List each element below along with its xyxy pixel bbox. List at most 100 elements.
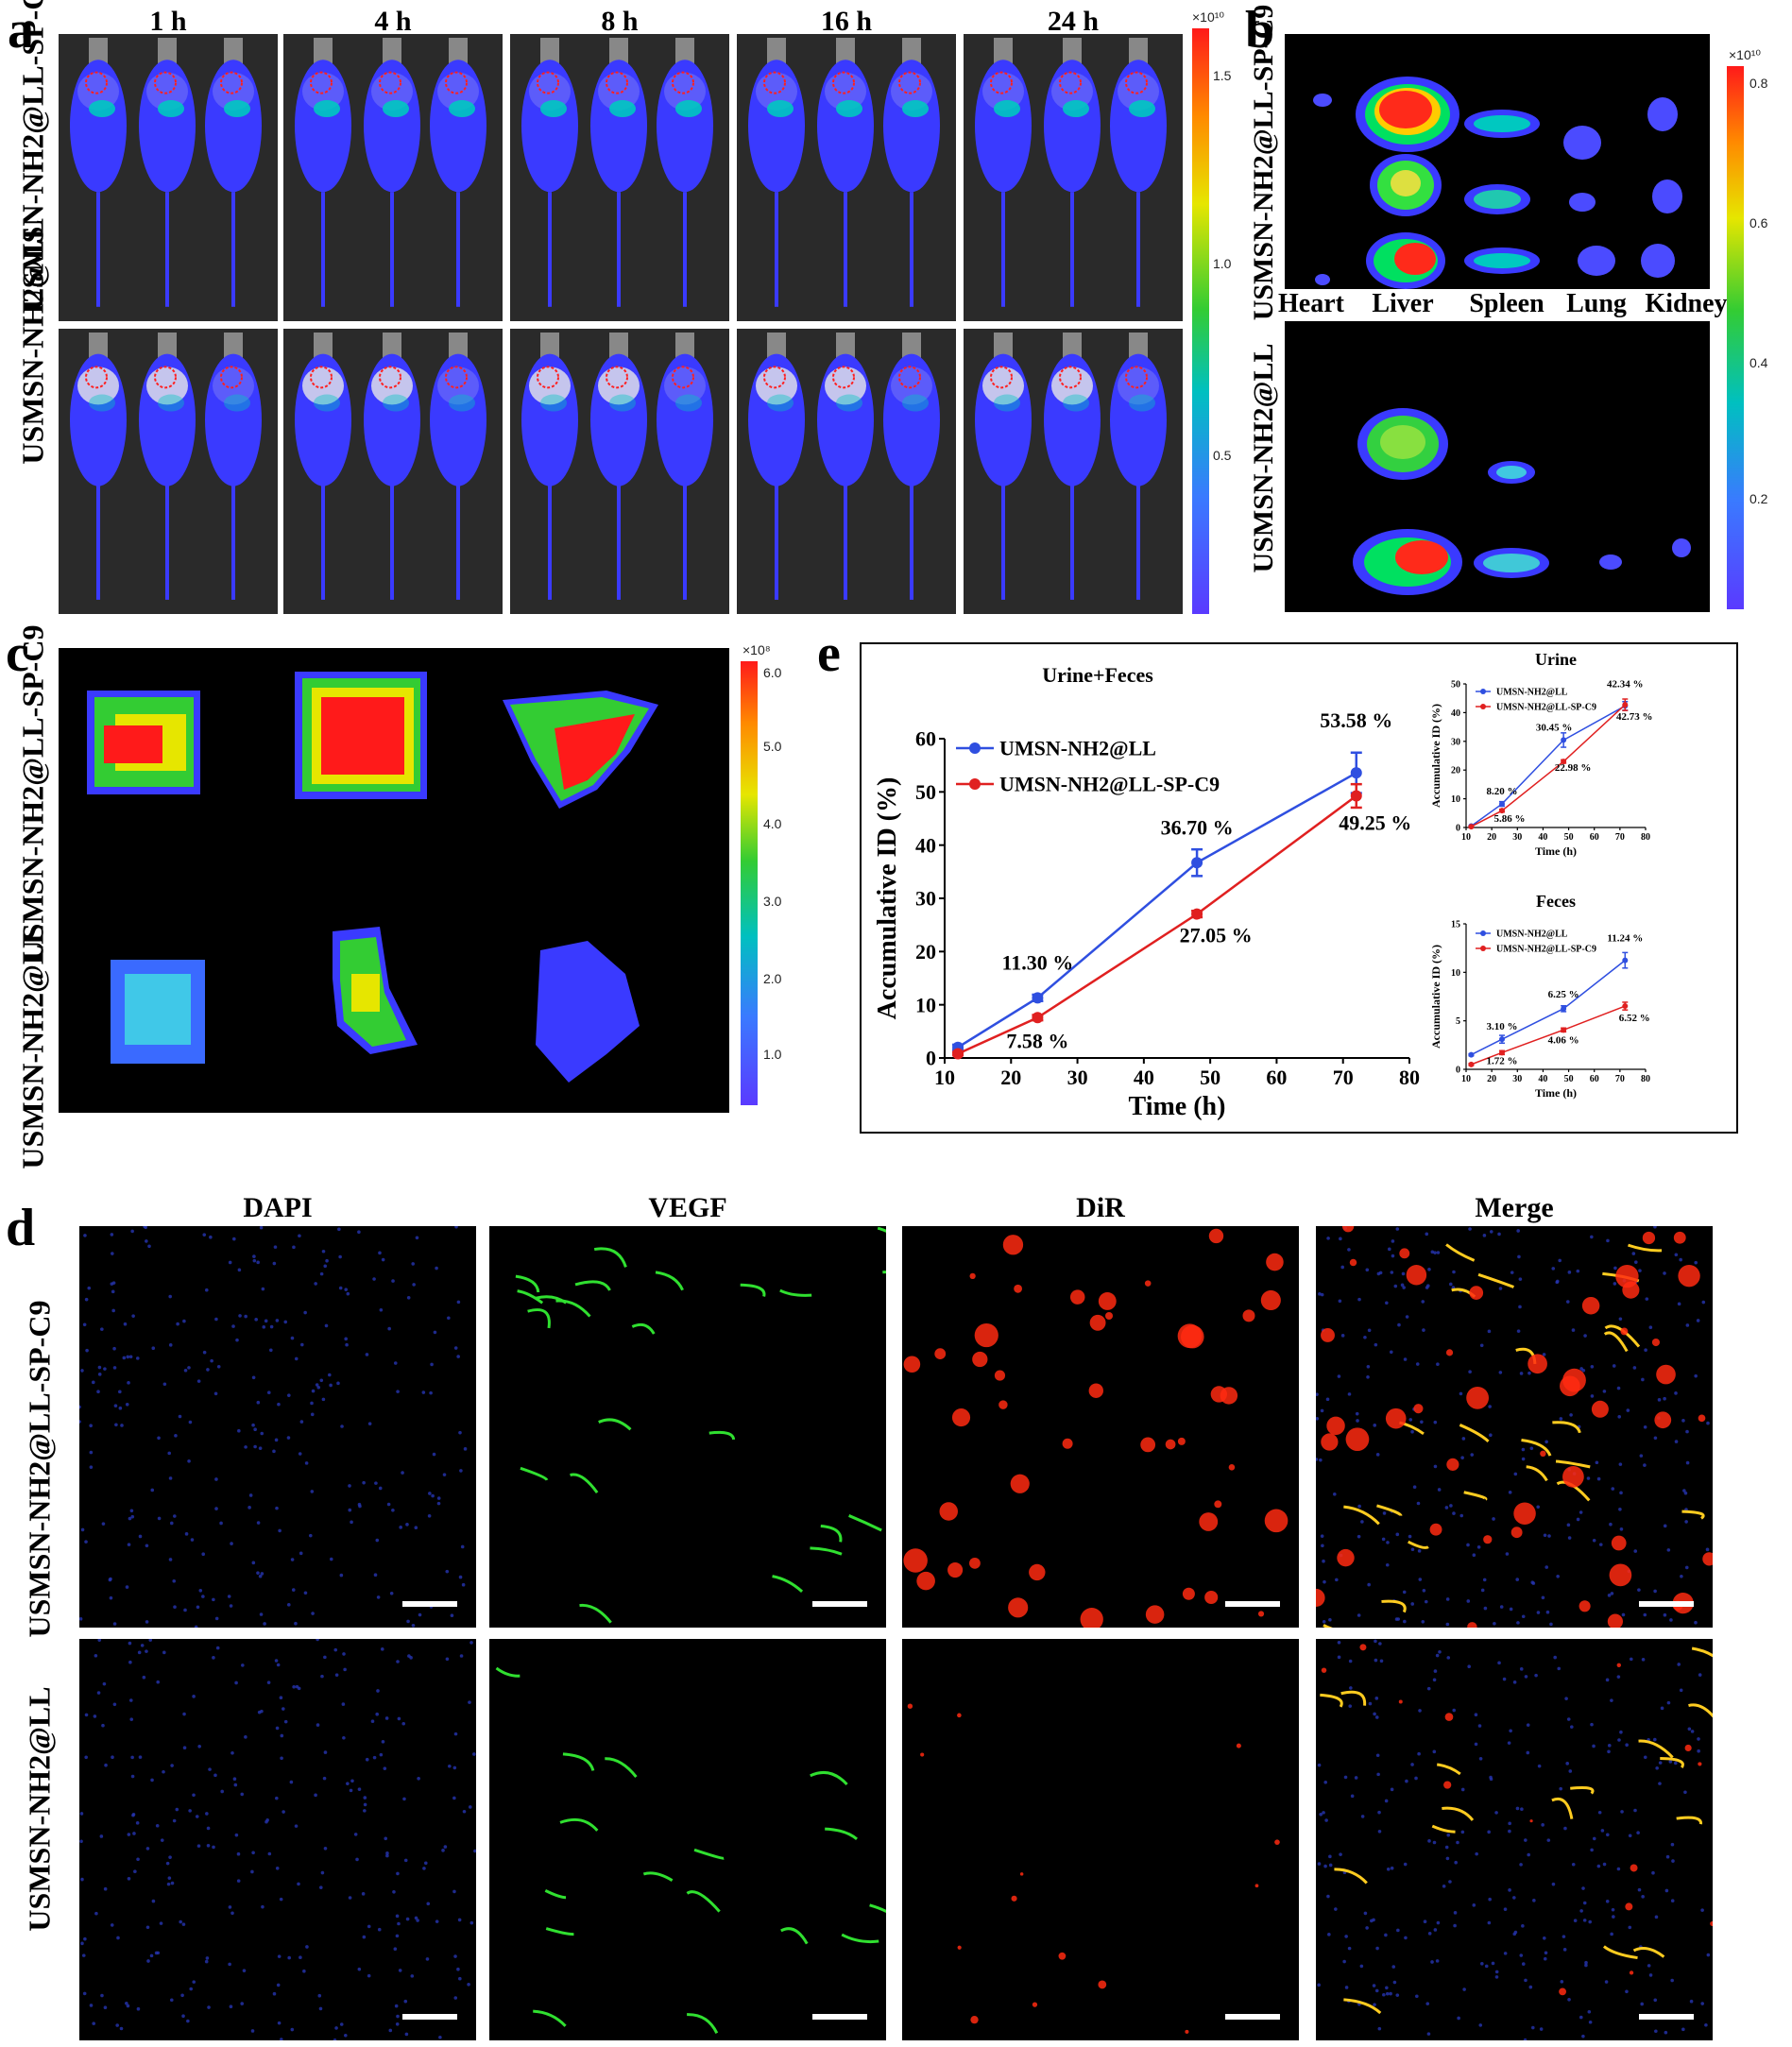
x-tick-label: 60: [1590, 832, 1599, 843]
colorbar-b-tick: 0.4: [1749, 355, 1768, 370]
organ-label: Heart: [1278, 289, 1344, 318]
organ-image-bottom: [1285, 321, 1710, 612]
x-tick-label: 60: [1590, 1074, 1599, 1084]
row-label-d-2: USMSN-NH2@LL: [22, 1686, 57, 1932]
mouse-image-tile: [964, 34, 1183, 321]
scale-bar: [1225, 2014, 1280, 2020]
data-label: 22.98 %: [1555, 762, 1592, 774]
y-axis-label: Accumulative ID (%): [873, 777, 902, 1020]
channel-header: DiR: [1076, 1192, 1125, 1223]
data-point: [1468, 1061, 1475, 1067]
data-point: [1622, 1003, 1629, 1010]
legend-marker: [969, 742, 981, 754]
colorbar-c-tick: 1.0: [763, 1047, 782, 1062]
x-tick-label: 20: [1000, 1066, 1021, 1089]
time-header: 16 h: [820, 6, 873, 37]
data-point: [1622, 702, 1629, 708]
data-point: [1468, 1051, 1475, 1058]
x-tick-label: 30: [1512, 832, 1522, 843]
data-point: [1032, 992, 1044, 1004]
row-label-b-1: USMSN-NH2@LL-SP-C9: [1248, 4, 1279, 321]
y-tick-label: 20: [1451, 766, 1460, 776]
data-point: [1191, 857, 1203, 869]
chart-title: Urine+Feces: [1042, 663, 1153, 687]
fluorescence-image-tile: [902, 1226, 1299, 1628]
colorbar-c-tick: 2.0: [763, 971, 782, 986]
data-point: [1561, 737, 1567, 743]
data-label: 7.58 %: [1006, 1029, 1068, 1052]
data-point: [1032, 1012, 1044, 1024]
tumor-image: [59, 648, 729, 1113]
chart-title: Urine: [1535, 650, 1577, 669]
data-point: [1561, 759, 1567, 765]
y-axis-label: Accumulative ID (%): [1429, 945, 1442, 1049]
organ-label: Lung: [1566, 289, 1627, 318]
data-label: 11.30 %: [1002, 950, 1074, 974]
data-label: 27.05 %: [1180, 924, 1253, 947]
colorbar-c-tick: 3.0: [763, 894, 782, 909]
y-tick-label: 10: [1451, 794, 1460, 805]
mouse-image-tile: [510, 34, 729, 321]
y-tick-label: 15: [1451, 920, 1460, 930]
organ-lung: [1563, 126, 1615, 276]
x-tick-label: 50: [1564, 1074, 1574, 1084]
x-tick-label: 10: [934, 1066, 955, 1089]
y-axis-label: Accumulative ID (%): [1429, 704, 1442, 808]
legend-marker: [1480, 704, 1486, 709]
time-header: 4 h: [374, 6, 412, 37]
legend-label: UMSN-NH2@LL-SP-C9: [999, 773, 1220, 796]
fluorescence-image-tile: [489, 1639, 886, 2040]
data-point: [1499, 1049, 1505, 1056]
data-point: [1561, 1027, 1567, 1033]
panel-label-b: b: [1245, 1, 1275, 60]
series-line: [1471, 704, 1626, 827]
colorbar-a-tick: 0.5: [1213, 448, 1232, 463]
data-label: 6.52 %: [1619, 1013, 1650, 1024]
x-tick-label: 80: [1641, 1074, 1650, 1084]
data-point: [1350, 767, 1362, 779]
colorbar-a-exponent: ×10¹⁰: [1192, 9, 1225, 25]
fluorescence-image-tile: [79, 1226, 476, 1628]
data-label: 53.58 %: [1320, 708, 1392, 732]
tumor-2: [295, 672, 427, 799]
legend-marker: [1480, 930, 1486, 936]
mouse-image-tile: [510, 329, 729, 614]
y-tick-label: 0: [1456, 824, 1460, 834]
colorbar-a-tick: 1.5: [1213, 68, 1232, 83]
y-tick-label: 5: [1456, 1016, 1460, 1027]
organ-heart: [1313, 94, 1332, 285]
tumor-3: [503, 691, 658, 809]
scale-bar: [812, 2014, 867, 2020]
scale-bar: [1225, 1601, 1280, 1607]
colorbar-c-exponent: ×10⁸: [742, 642, 771, 657]
data-label: 3.10 %: [1487, 1021, 1518, 1032]
organ-kidney: [1641, 97, 1682, 278]
colorbar-b-tick: 0.8: [1749, 76, 1768, 91]
data-label: 42.34 %: [1607, 678, 1644, 690]
data-label: 4.06 %: [1548, 1034, 1579, 1046]
legend-marker: [969, 778, 981, 790]
organ-spleen: [1464, 110, 1540, 274]
scale-bar: [1639, 2014, 1694, 2020]
x-tick-label: 70: [1333, 1066, 1354, 1089]
colorbar-b-tick: 0.6: [1749, 215, 1768, 230]
x-tick-label: 50: [1564, 832, 1574, 843]
panel-label-e: e: [817, 624, 841, 683]
row-label-d-1: USMSN-NH2@LL-SP-C9: [22, 1300, 57, 1638]
series-line: [1471, 960, 1626, 1056]
mouse-image-tile: [964, 329, 1183, 614]
data-point: [1622, 957, 1629, 964]
data-point: [1350, 790, 1362, 802]
fluorescence-image-tile: [902, 1639, 1299, 2040]
x-tick-label: 20: [1487, 832, 1496, 843]
legend-label: UMSN-NH2@LL-SP-C9: [1496, 703, 1596, 713]
colorbar-c-tick: 6.0: [763, 665, 782, 680]
legend-label: UMSN-NH2@LL-SP-C9: [1496, 945, 1596, 955]
x-tick-label: 80: [1641, 832, 1650, 843]
colorbar-c: [741, 661, 758, 1105]
chart-title: Feces: [1536, 892, 1576, 911]
x-tick-label: 40: [1538, 832, 1547, 843]
y-tick-label: 0: [1456, 1066, 1460, 1076]
tumor-1: [87, 691, 200, 794]
